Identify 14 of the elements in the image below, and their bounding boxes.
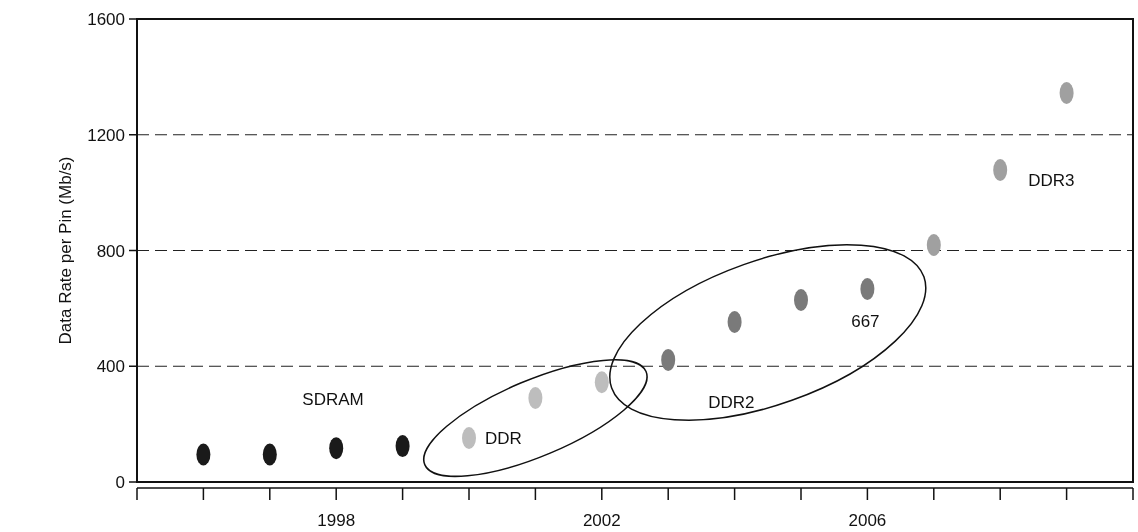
annotation: SDRAM <box>302 389 364 409</box>
y-tick-label: 400 <box>96 357 125 377</box>
annotation: DDR <box>485 429 522 449</box>
y-axis-title: Data Rate per Pin (Mb/s) <box>56 156 75 345</box>
annotation: 667 <box>851 311 880 331</box>
x-tick-label: 1998 <box>317 511 356 530</box>
annotation: DDR3 <box>1028 171 1075 191</box>
y-tick-label: 1600 <box>87 10 125 29</box>
annotation: DDR2 <box>708 392 755 412</box>
x-tick-label: 2006 <box>848 511 887 530</box>
y-tick-label: 800 <box>96 241 125 261</box>
y-tick-label: 0 <box>115 473 125 492</box>
y-tick-label: 1200 <box>87 125 125 145</box>
x-tick-label: 2002 <box>582 511 621 530</box>
